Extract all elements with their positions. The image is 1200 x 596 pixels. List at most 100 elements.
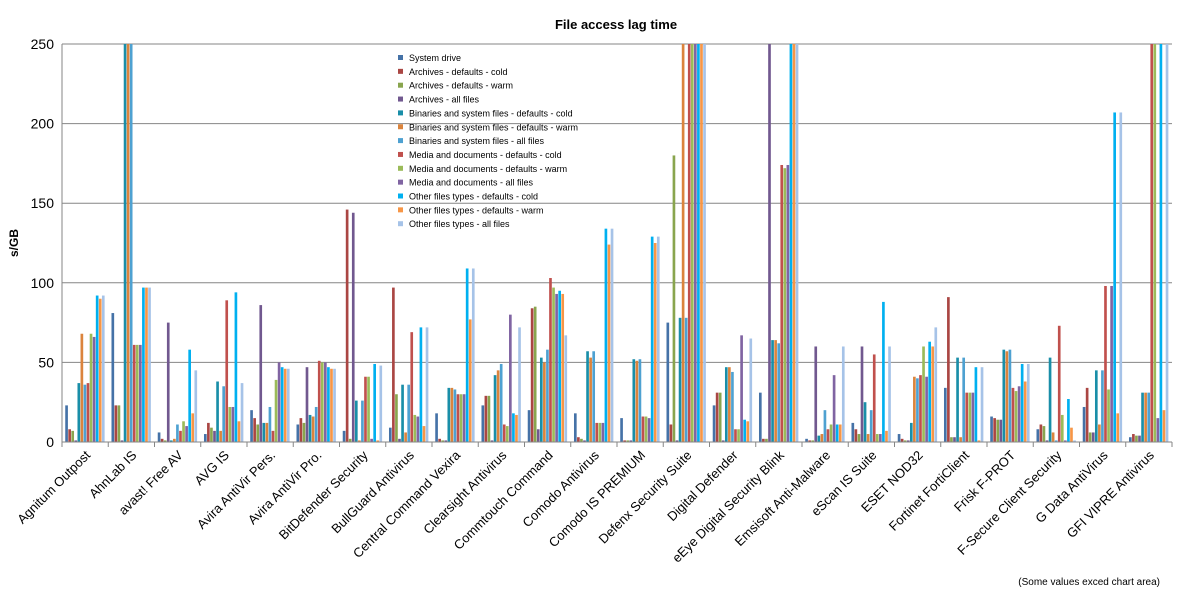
y-tick-labels: 0 50 100 150 200 250 [31,36,55,450]
bar [916,378,919,442]
bar [1008,349,1012,442]
bar [250,410,253,442]
bar [123,44,127,442]
bar [1091,432,1095,442]
bar [114,405,118,442]
bar [259,305,263,442]
bar [1159,44,1163,442]
bar [92,336,96,442]
legend-entry: Archives - defaults - warm [409,81,513,91]
bar [875,434,879,442]
bar [814,346,818,442]
y-tick-label: 200 [31,116,55,132]
bar [826,429,830,442]
bar [728,367,731,442]
legend-entry: Archives - all files [409,95,480,105]
bar [1082,406,1086,442]
bar [219,430,222,442]
bar [401,384,404,442]
bar [515,414,518,442]
bar [185,426,188,442]
bar [392,287,395,442]
bar [1073,440,1076,442]
bar [1020,363,1024,442]
bar [950,437,953,442]
bar [906,440,910,442]
bar [256,424,260,442]
bar [283,368,287,442]
legend-swatch [398,68,403,74]
bar [857,434,861,442]
bar [416,416,420,442]
bar [493,375,497,442]
bar [129,44,133,442]
bar [977,440,981,442]
bar [459,394,463,442]
legend-entry: Other files types - defaults - warm [409,205,544,215]
bar [324,362,327,442]
bar [1036,429,1040,442]
bar [656,236,660,442]
bar [721,440,725,442]
bar [120,440,124,442]
bar [577,437,580,442]
bar [86,383,90,442]
bar [832,375,836,442]
bar [632,359,636,442]
bar [675,440,679,442]
bar [364,376,367,442]
bar [980,367,984,442]
legend-swatch [398,165,403,171]
bar [1023,381,1027,442]
bar [919,375,922,442]
bar [592,351,596,442]
legend-swatch [398,221,403,227]
x-tick-label: Fortinet FortiClient [886,447,972,533]
bar [851,422,855,442]
legend-entry: Binaries and system files - all files [409,136,545,146]
bar [182,421,185,442]
bar [450,387,454,442]
bar [543,362,546,442]
x-tick-label: BullGuard Antivirus [328,447,417,536]
bar [687,44,691,442]
bar [589,357,592,442]
bar [327,367,330,442]
bar [496,370,500,442]
bar [311,416,315,442]
bar [539,357,543,442]
bar [653,243,657,442]
bar [580,438,583,442]
bar [65,405,68,442]
bar [777,343,781,442]
bar [379,365,383,442]
bar [869,410,873,442]
bar [546,349,549,442]
bar [83,384,87,442]
bar [700,44,703,442]
legend-swatch [398,55,403,60]
bar [194,370,198,442]
bar [758,392,762,442]
bar [1045,440,1049,442]
bar [95,295,99,442]
bar [573,413,577,442]
bar [179,430,182,442]
bar [885,430,888,442]
bar [947,297,950,442]
bar [783,168,787,442]
bar [903,440,907,442]
bar [629,440,633,442]
bar [965,392,969,442]
bar [694,44,697,442]
bar [225,300,229,442]
y-tick-label: 50 [38,354,54,370]
legend-swatch [398,151,403,157]
bar [407,384,411,442]
bar [262,422,266,442]
bar [715,392,719,442]
bar [1042,426,1046,442]
bar [169,440,173,442]
bar [373,363,376,442]
bar [703,44,706,442]
